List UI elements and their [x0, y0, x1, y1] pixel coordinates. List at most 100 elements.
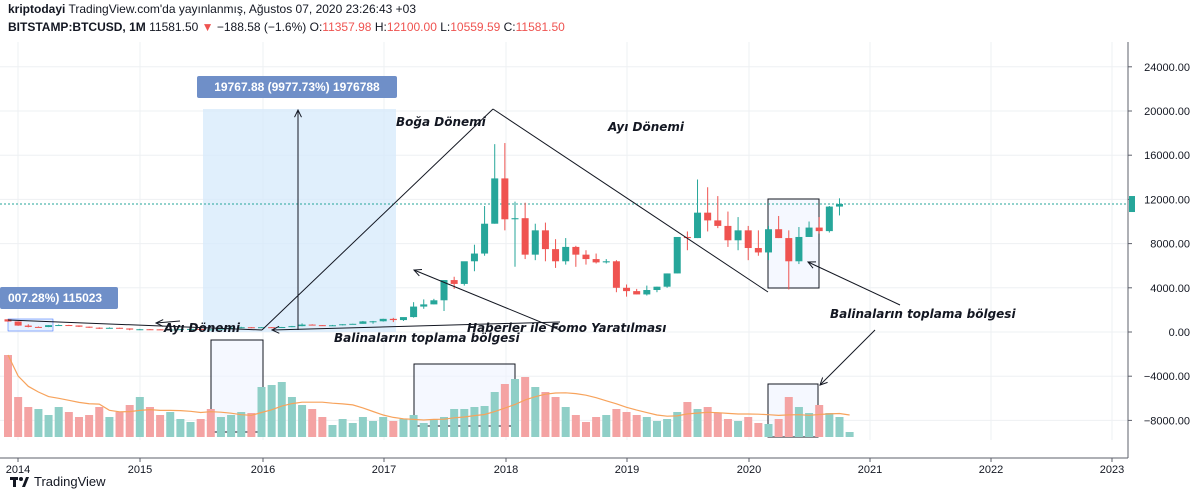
volume-bar [95, 407, 104, 437]
volume-bar [673, 412, 682, 437]
fomo-arrow-head-2 [270, 325, 280, 334]
volume-bar [24, 407, 33, 437]
candle-body [785, 238, 793, 262]
measure-box [203, 109, 396, 332]
candle-body [45, 325, 53, 328]
time-tick-label: 2014 [6, 464, 30, 476]
candle-body [775, 229, 783, 239]
volume-bar [389, 421, 398, 437]
bear-top-label: Ayı Dönemi [607, 120, 685, 134]
candle-body [633, 291, 641, 295]
volume-bar [298, 405, 307, 437]
candle-body [389, 318, 397, 321]
volume-bar [54, 407, 63, 437]
time-tick-label: 2022 [979, 464, 1003, 476]
volume-bar [419, 423, 428, 437]
current-price: 11581.50 [149, 20, 199, 34]
close-value: 11581.50 [515, 20, 565, 34]
whale-arrow-line-1 [807, 261, 901, 306]
whales-center-label: Balinaların toplama bölgesi [334, 331, 520, 345]
volume-bar [784, 397, 793, 437]
volume-bar [683, 402, 692, 437]
volume-bar [440, 417, 449, 437]
time-tick-label: 2020 [737, 464, 761, 476]
candle-body [369, 321, 377, 323]
high-value: 12100.00 [386, 20, 437, 34]
open-value: 11357.98 [322, 20, 372, 34]
candle-body [420, 304, 428, 307]
candle-body [24, 325, 32, 327]
tradingview-logo[interactable]: TradingView [10, 474, 106, 489]
fomo-arrow-head-1 [412, 269, 423, 277]
chart-grid [0, 42, 1129, 459]
candle-body [531, 230, 539, 255]
volume-bar [815, 405, 824, 437]
volume-bar [774, 419, 783, 437]
volume-bar [216, 417, 225, 437]
price-tick-label: 24000.00 [1144, 62, 1190, 74]
candle-body [643, 290, 651, 295]
price-change: −188.58 (−1.6%) [216, 20, 307, 34]
volume-bar [14, 397, 23, 437]
volume-bar [4, 355, 12, 437]
volume-bar [338, 419, 347, 437]
volume-bar [85, 415, 94, 437]
fomo-arrow-line-1 [413, 269, 561, 331]
tradingview-logo-icon [10, 476, 29, 487]
candle-body [521, 218, 529, 255]
candle-body [399, 317, 407, 321]
volume-bar [318, 417, 327, 437]
candle-body [116, 327, 124, 329]
candle-body [744, 230, 752, 249]
volume-bar [358, 417, 367, 437]
volume-bar [480, 406, 489, 437]
volume-bar [267, 385, 276, 437]
measure-arrow-head [294, 108, 302, 118]
price-tick-label: 20000.00 [1144, 106, 1190, 118]
volume-bar [531, 387, 540, 437]
measure-label-left-bg [0, 287, 118, 309]
left-decline-line [7, 319, 263, 331]
volume-bar [115, 412, 124, 437]
candle-body [541, 230, 549, 250]
measure-label-left: 007.28%) 115023 [8, 291, 102, 305]
candle-body [65, 325, 73, 327]
candle-body [815, 227, 823, 232]
volume-bar [571, 415, 580, 437]
candle-body [410, 306, 418, 318]
candle-body [34, 326, 42, 328]
candle-body [653, 286, 661, 291]
volume-bar [379, 417, 388, 437]
price-axis: 24000.00 20000.00 16000.00 12000.00 8000.00 4… [1128, 62, 1190, 427]
price-tick-label: 16000.00 [1144, 150, 1190, 162]
whales-right-label: Balinaların toplama bölgesi [830, 307, 1016, 321]
candle-body [663, 273, 671, 287]
time-axis: 2014 2015 2016 2017 2018 2019 2020 2021 2022 2023 [6, 458, 1124, 476]
volume-bar [450, 409, 459, 437]
candle-body [704, 212, 712, 221]
price-tick-label: −4000.00 [1144, 371, 1190, 383]
candle-body [166, 329, 174, 331]
volume-bar [166, 412, 175, 437]
candle-body [136, 329, 144, 331]
bull-trend-line [261, 108, 494, 331]
volume-bar [399, 419, 408, 437]
header-line-2: BITSTAMP:BTCUSD, 1M 11581.50 ▼ −188.58 (… [8, 20, 565, 34]
candle-body [592, 259, 600, 263]
volume-bar [581, 422, 590, 437]
measure-label-bg [197, 76, 397, 98]
volume-bar [64, 412, 73, 437]
volume-bar [247, 413, 256, 437]
price-tick-label: 0.00 [1169, 327, 1190, 339]
price-tick-label: 12000.00 [1144, 194, 1190, 206]
candle-body [765, 229, 772, 253]
candle-body [825, 206, 833, 232]
low-value: 10559.59 [450, 20, 501, 34]
volume-ma-line [7, 354, 850, 421]
volume-bar [652, 421, 661, 437]
price-tick-label: 4000.00 [1150, 283, 1190, 295]
bull-label: Boğa Dönemi [396, 115, 487, 129]
last-price-tag [1129, 196, 1135, 213]
volume-bar [663, 419, 672, 437]
